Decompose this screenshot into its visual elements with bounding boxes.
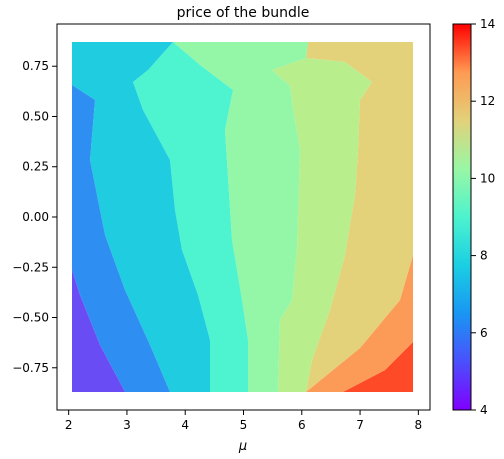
region-blue xyxy=(72,85,170,392)
x-tick-label: 4 xyxy=(181,418,189,432)
x-tick-label: 6 xyxy=(298,418,306,432)
chart-title: price of the bundle xyxy=(177,5,310,21)
colorbar-ticks: 4 6 8 10 12 14 xyxy=(471,17,495,417)
y-tick-label: −0.25 xyxy=(12,260,49,274)
heatmap-regions xyxy=(72,42,413,392)
y-tick-label: −0.50 xyxy=(12,311,49,325)
region-tan xyxy=(306,42,413,392)
region-light-green xyxy=(272,58,372,392)
x-tick-label: 2 xyxy=(65,418,73,432)
y-tick-label: 0.50 xyxy=(22,109,49,123)
colorbar-tick-label: 10 xyxy=(480,171,495,185)
region-violet xyxy=(72,270,125,392)
colorbar-tick-label: 14 xyxy=(480,17,495,31)
x-axis-label: μ xyxy=(238,439,247,454)
colorbar-tick-label: 8 xyxy=(480,249,488,263)
x-axis: 2 3 4 5 6 7 8 xyxy=(65,410,422,432)
x-tick-label: 7 xyxy=(356,418,364,432)
x-tick-label: 3 xyxy=(123,418,131,432)
y-tick-label: −0.75 xyxy=(12,361,49,375)
region-orange xyxy=(306,255,413,392)
colorbar: 4 6 8 10 12 14 xyxy=(452,17,495,417)
colorbar-tick-label: 6 xyxy=(480,326,488,340)
y-tick-label: 0.00 xyxy=(22,210,49,224)
colorbar-gradient xyxy=(452,23,472,411)
colorbar-tick-label: 4 xyxy=(480,403,488,417)
region-pale-green xyxy=(173,42,308,392)
x-tick-label: 8 xyxy=(415,418,423,432)
region-red-corner xyxy=(343,342,413,392)
y-tick-label: 0.25 xyxy=(22,160,49,174)
region-aqua xyxy=(133,42,248,392)
colorbar-tick-label: 12 xyxy=(480,94,495,108)
region-cyan xyxy=(72,42,210,392)
y-tick-label: 0.75 xyxy=(22,59,49,73)
x-tick-label: 5 xyxy=(240,418,248,432)
y-axis: −0.75 −0.50 −0.25 0.00 0.25 0.50 0.75 xyxy=(12,59,57,375)
